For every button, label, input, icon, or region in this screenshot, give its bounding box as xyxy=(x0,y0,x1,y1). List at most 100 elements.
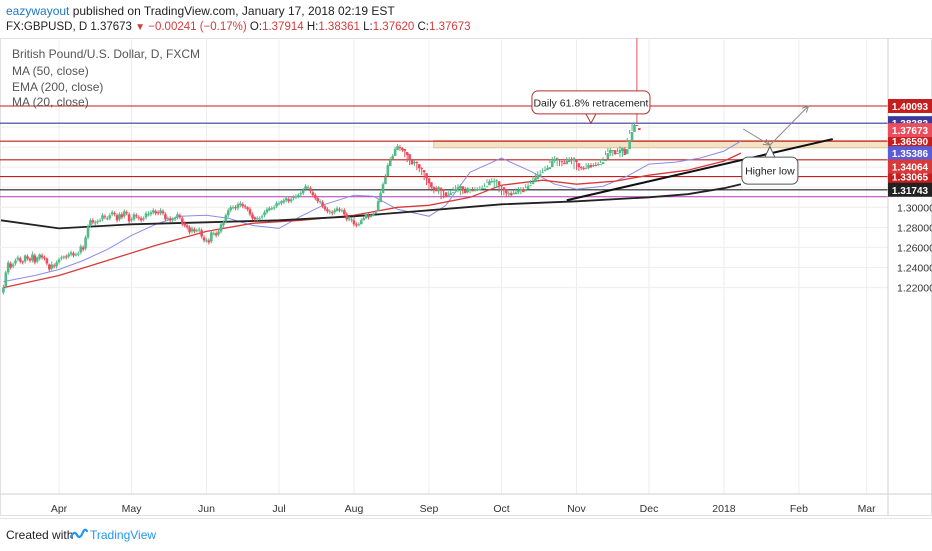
candle-body xyxy=(200,230,203,237)
candle-body xyxy=(623,149,627,156)
candle-body xyxy=(335,208,339,212)
x-tick-label: Apr xyxy=(51,503,68,515)
candle-body xyxy=(292,197,295,199)
candle-body xyxy=(413,162,416,164)
candle-body xyxy=(258,218,261,220)
high-label: H: xyxy=(306,21,319,33)
close-label: C: xyxy=(417,21,430,33)
candle-body xyxy=(480,188,484,190)
retracement-callout: Daily 61.8% retracement xyxy=(531,90,651,125)
x-tick-label: Jul xyxy=(272,503,285,515)
candle-body xyxy=(284,198,288,201)
candle-body xyxy=(16,257,20,260)
candle-body xyxy=(372,214,375,216)
candle-body xyxy=(463,190,467,194)
candle-body xyxy=(328,211,332,213)
candle-body xyxy=(536,175,540,180)
level-price-tag: 1.31743 xyxy=(888,182,932,197)
candle-body xyxy=(120,214,124,218)
candle-body xyxy=(369,215,373,218)
candle-body xyxy=(628,140,631,150)
price-tag-box xyxy=(888,134,932,149)
candle-body xyxy=(168,218,172,221)
author-link[interactable]: eazywayout xyxy=(6,4,70,18)
x-tick-label: May xyxy=(122,503,143,515)
candle-body xyxy=(509,193,513,196)
candle-body xyxy=(161,211,165,214)
symbol-ticker[interactable]: FX:GBPUSD, D xyxy=(6,21,88,33)
candle-body xyxy=(103,216,107,218)
candle-body xyxy=(154,211,158,214)
candle-body xyxy=(246,207,249,210)
candle-body xyxy=(176,214,179,218)
candle-body xyxy=(323,206,327,210)
candle-body xyxy=(393,149,397,157)
candle-body xyxy=(422,170,426,173)
candle-body xyxy=(599,164,602,166)
candle-body xyxy=(195,230,199,232)
candle-body xyxy=(618,150,622,154)
candle-body xyxy=(45,258,49,264)
candle-body xyxy=(6,262,10,273)
candle-body xyxy=(326,209,329,212)
candle-body xyxy=(388,160,392,167)
candle-body xyxy=(251,214,254,219)
candle-body xyxy=(21,261,25,263)
candle-body xyxy=(367,215,370,218)
candle-body xyxy=(476,189,479,191)
candle-body xyxy=(403,149,407,152)
price-tag-label: 1.36590 xyxy=(892,137,929,148)
price-tag-label: 1.33065 xyxy=(892,173,929,184)
candle-body xyxy=(577,163,581,168)
candle-body xyxy=(507,193,511,195)
candle-body xyxy=(265,209,269,213)
tradingview-brand[interactable]: TradingView xyxy=(90,528,157,542)
candle-body xyxy=(519,189,523,191)
candle-body xyxy=(459,186,462,189)
candle-body xyxy=(560,161,564,163)
x-tick-label: 2018 xyxy=(712,503,736,515)
candle-body xyxy=(601,162,605,165)
series-line-0 xyxy=(3,140,742,283)
price-tag-box xyxy=(888,123,932,138)
candle-body xyxy=(432,187,436,190)
candle-body xyxy=(185,225,189,228)
candle-body xyxy=(381,184,385,194)
symbol-info-bar: FX:GBPUSD, D 1.37673 ▼ −0.00241 (−0.17%)… xyxy=(6,19,471,36)
candle-body xyxy=(226,210,230,216)
candle-body xyxy=(437,187,440,192)
candle-body xyxy=(473,189,477,192)
candle-body xyxy=(420,168,423,170)
candle-body xyxy=(584,168,588,170)
candle-body xyxy=(236,204,240,209)
candle-body xyxy=(446,195,450,197)
candle-body xyxy=(502,187,506,191)
candle-body xyxy=(48,264,51,270)
legend-ma20: MA (20, close) xyxy=(12,95,89,109)
candle-body xyxy=(451,192,455,194)
candle-body xyxy=(364,214,368,219)
candle-body xyxy=(456,187,460,190)
candle-body xyxy=(449,193,453,196)
candle-body xyxy=(430,182,433,188)
candle-body xyxy=(178,215,182,218)
candle-body xyxy=(50,264,54,269)
candle-body xyxy=(538,174,542,177)
price-change: −0.00241 (−0.17%) xyxy=(148,21,247,33)
candle-body xyxy=(611,150,615,152)
candle-body xyxy=(492,181,496,183)
tradingview-logo-icon[interactable] xyxy=(70,527,88,541)
candle-body xyxy=(239,203,242,206)
low-label: L: xyxy=(363,21,373,33)
candle-body xyxy=(347,218,351,220)
candle-body xyxy=(454,189,457,192)
publish-info: published on TradingView.com, January 17… xyxy=(69,4,395,18)
level-price-tag: 1.40093 xyxy=(888,98,932,113)
candle-body xyxy=(483,188,486,190)
candle-body xyxy=(14,260,17,264)
candle-body xyxy=(224,215,228,222)
candle-body xyxy=(108,215,112,219)
candle-body xyxy=(297,195,300,197)
